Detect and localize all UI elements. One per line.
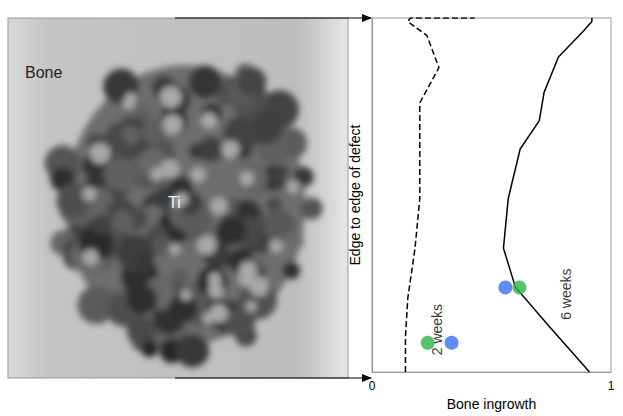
svg-text:2 weeks: 2 weeks [429,304,445,355]
svg-text:Edge to edge of defect: Edge to edge of defect [347,124,363,265]
svg-text:6 weeks: 6 weeks [558,269,574,320]
svg-text:1: 1 [608,379,615,393]
svg-text:Bone ingrowth: Bone ingrowth [447,396,537,412]
svg-text:0: 0 [369,379,376,393]
svg-text:Ti: Ti [168,194,181,211]
svg-text:Bone: Bone [25,64,62,81]
